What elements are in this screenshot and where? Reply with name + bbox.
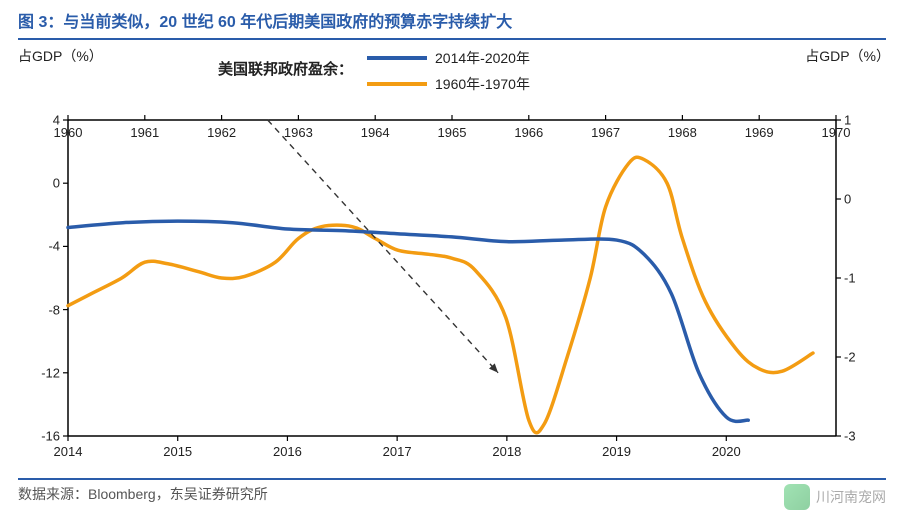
watermark-text: 川河南宠网 <box>816 487 886 507</box>
axis-tick-label: 0 <box>844 192 851 207</box>
axis-tick-label: -4 <box>48 239 60 254</box>
axis-tick-label: 1967 <box>591 125 620 140</box>
axis-tick-label: 1964 <box>361 125 390 140</box>
axis-tick-label: -3 <box>844 429 856 444</box>
watermark-icon <box>784 484 810 510</box>
axis-tick-label: 1969 <box>745 125 774 140</box>
axis-tick-label: -1 <box>844 271 856 286</box>
chart-plot <box>18 46 886 476</box>
axis-tick-label: -2 <box>844 350 856 365</box>
chart-title: 图 3：与当前类似，20 世纪 60 年代后期美国政府的预算赤字持续扩大 <box>18 8 886 32</box>
axis-tick-label: 0 <box>53 176 60 191</box>
axis-tick-label: 1970 <box>822 125 851 140</box>
axis-tick-label: 1962 <box>207 125 236 140</box>
axis-tick-label: 1963 <box>284 125 313 140</box>
axis-tick-label: 1966 <box>514 125 543 140</box>
axis-tick-label: -12 <box>41 365 60 380</box>
axis-tick-label: 1965 <box>438 125 467 140</box>
title-underline <box>18 38 886 40</box>
axis-tick-label: 1961 <box>130 125 159 140</box>
axis-tick-label: 1960 <box>54 125 83 140</box>
watermark: 川河南宠网 <box>784 484 886 510</box>
axis-tick-label: 2018 <box>492 444 521 459</box>
axis-tick-label: -16 <box>41 429 60 444</box>
axis-tick-label: 2016 <box>273 444 302 459</box>
chart-title-bar: 图 3：与当前类似，20 世纪 60 年代后期美国政府的预算赤字持续扩大 <box>0 0 904 38</box>
axis-tick-label: 2014 <box>54 444 83 459</box>
axis-tick-label: 2020 <box>712 444 741 459</box>
axis-tick-label: 2015 <box>163 444 192 459</box>
axis-tick-label: -8 <box>48 302 60 317</box>
axis-tick-label: 2017 <box>383 444 412 459</box>
chart-area: 占GDP（%） 占GDP（%） 美国联邦政府盈余： 2014年-2020年196… <box>18 46 886 476</box>
axis-tick-label: 2019 <box>602 444 631 459</box>
data-source: 数据来源：Bloomberg，东吴证券研究所 <box>0 480 904 504</box>
axis-tick-label: 1968 <box>668 125 697 140</box>
